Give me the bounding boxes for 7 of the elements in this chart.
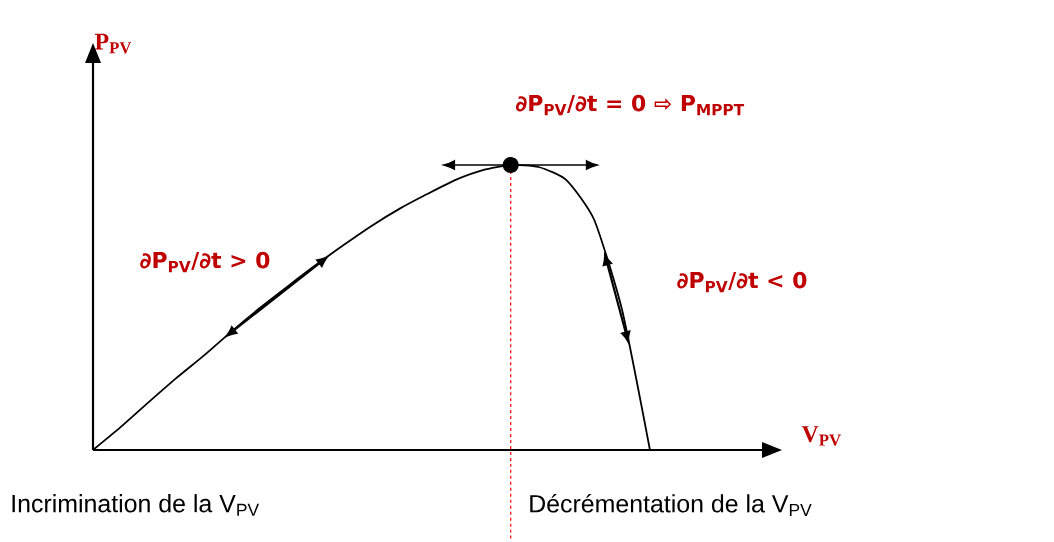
x-axis-title: V$_{PV}$ xyxy=(801,426,841,446)
annotation: ∂P$_{PV}$/∂t < 0 xyxy=(677,271,807,293)
text: Décrémentation de la V$_{PV}$ xyxy=(530,493,812,517)
annotation: ∂P$_{PV}$/∂t > 0 xyxy=(140,251,270,273)
y-axis-title: P$_{PV}$ xyxy=(94,33,132,54)
text: Incrimination de la V$_{PV}$ xyxy=(12,494,260,516)
text: ∂P$_{PV}$/∂t = 0 ⇨ P$_{MPPT}$ xyxy=(515,94,745,116)
